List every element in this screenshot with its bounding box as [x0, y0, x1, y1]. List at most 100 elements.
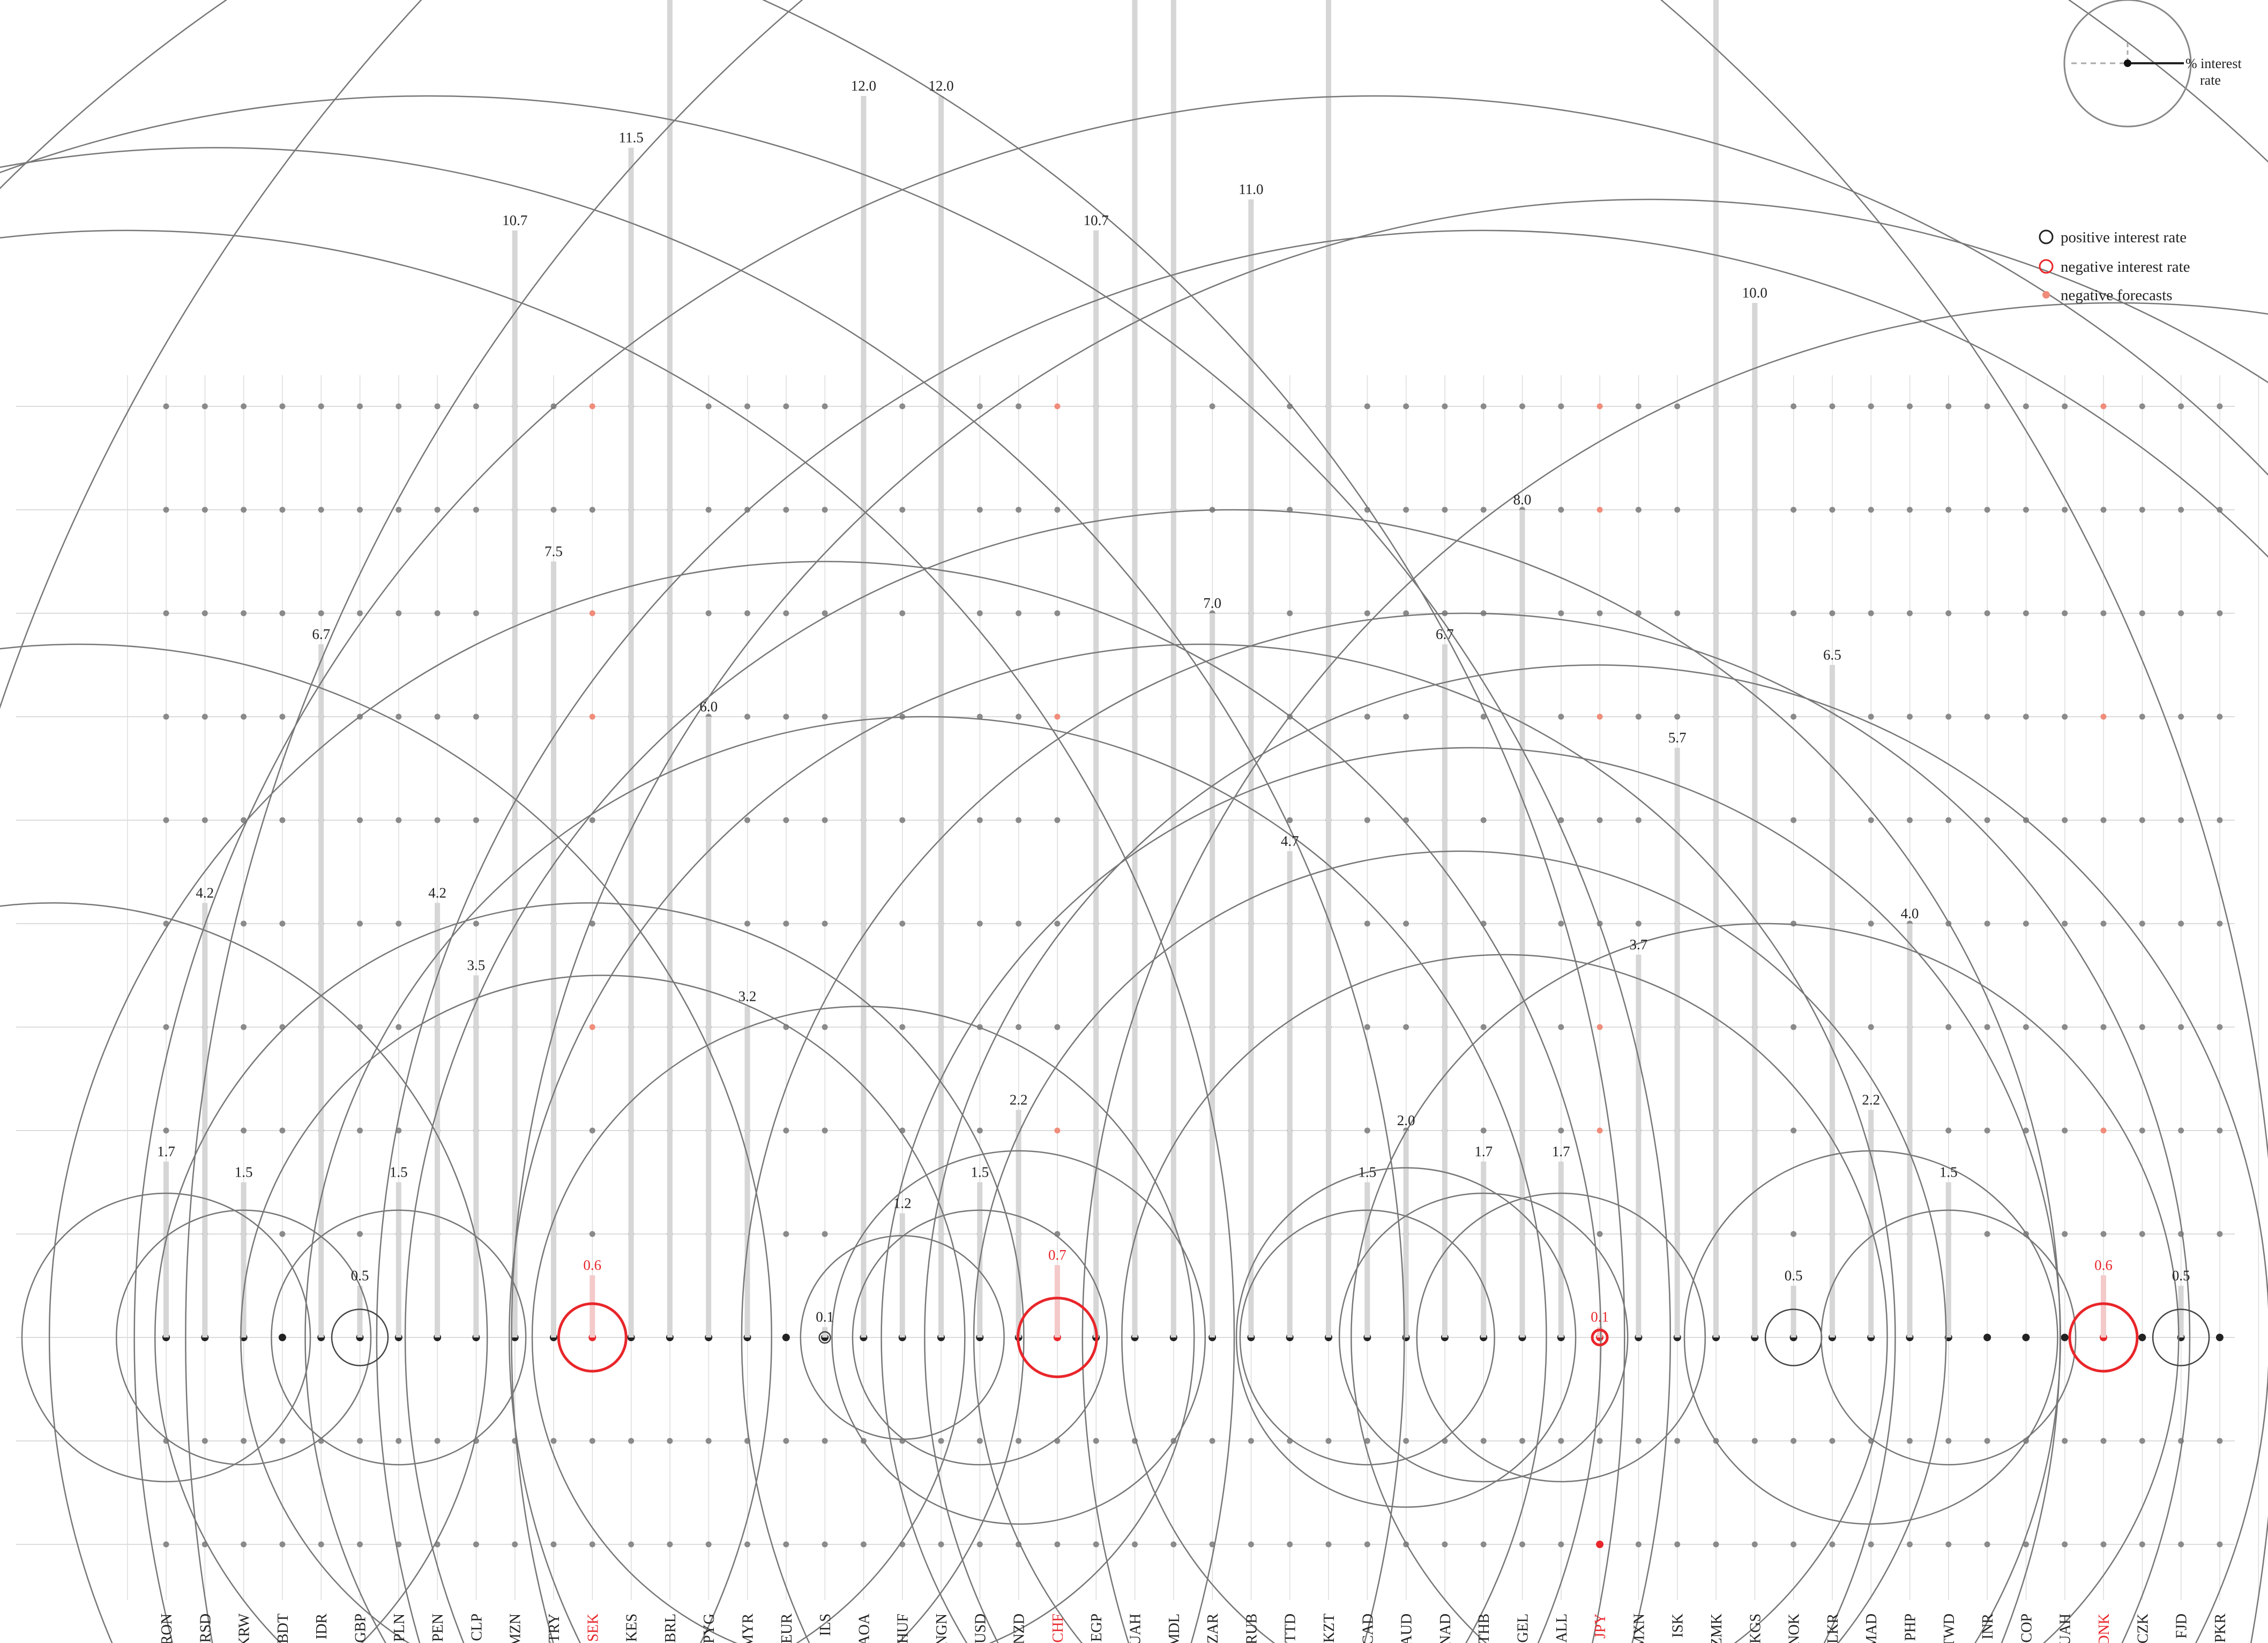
grid-dot	[1016, 713, 1022, 720]
grid-dot	[2023, 1127, 2029, 1134]
labels-layer: RON 1.7 RSD 4.2 KRW 1.5 BDT IDR 6.7 GBP 0.5 PLN 1.5 P…	[157, 78, 2229, 1643]
grid-dot	[589, 507, 595, 513]
grid-dot	[279, 610, 286, 616]
grid-dot	[1519, 1541, 1525, 1548]
grid-dot	[1829, 1541, 1836, 1548]
grid-dot	[2139, 1127, 2145, 1134]
grid-dot	[899, 1024, 906, 1030]
type-legend: positive interest rate negative interest…	[2039, 229, 2190, 304]
rate-circle-fjd	[2152, 1309, 2210, 1366]
grid-dot	[2100, 817, 2107, 823]
country-label-ils: ILS	[817, 1614, 834, 1636]
grid-dot	[357, 817, 363, 823]
grid-dot	[357, 1541, 363, 1548]
rate-arc-kzt	[185, 0, 804, 1643]
grid-dot	[783, 1231, 789, 1237]
grid-dot	[473, 507, 479, 513]
grid-dot	[589, 610, 595, 616]
rate-arc-kgs	[1082, 302, 2268, 1643]
grid-dot	[1016, 1438, 1022, 1444]
rate-arc-php	[1351, 923, 2180, 1643]
grid-dot	[1790, 817, 1797, 823]
grid-dot	[1790, 1127, 1797, 1134]
rate-arc-kes	[0, 147, 1405, 1643]
grid-dot	[1868, 713, 1874, 720]
rate-bar-pyg	[706, 717, 712, 1337]
country-label-pyg: PYG	[701, 1614, 718, 1643]
country-label-kgs: KGS	[1747, 1614, 1764, 1643]
grid-dot	[1790, 1024, 1797, 1030]
grid-dot	[1674, 1438, 1681, 1444]
rate-circle-usd	[852, 1209, 1108, 1466]
grid-dot	[822, 1127, 828, 1134]
rate-label-all: 1.7	[1552, 1143, 1570, 1159]
grid-dot	[2139, 920, 2145, 927]
grid-dot	[241, 507, 247, 513]
rate-circle-krw	[115, 1209, 372, 1466]
grid-dot	[318, 610, 324, 616]
grid-dot	[473, 713, 479, 720]
forecast-legend-label: negative forecasts	[2061, 287, 2173, 304]
grid-dot	[2217, 507, 2223, 513]
rate-label-mzn: 10.7	[502, 212, 527, 228]
grid-dot	[2023, 507, 2029, 513]
grid-dot	[318, 1541, 324, 1548]
grid-dot	[1480, 1024, 1487, 1030]
rate-bar-idr	[318, 644, 324, 1337]
rate-label-aud: 2.0	[1397, 1112, 1415, 1128]
rate-circle-ils	[818, 1331, 831, 1344]
grid-dot	[744, 713, 750, 720]
grid-dot	[1093, 1438, 1099, 1444]
grid-dot	[1635, 920, 1642, 927]
grid-dot	[628, 1438, 635, 1444]
grid-dot	[589, 1541, 595, 1548]
grid-dot	[1558, 1438, 1564, 1444]
grid-dot	[1325, 1541, 1332, 1548]
grid-dot	[1403, 713, 1409, 720]
rate-circle-twd	[1821, 1209, 2077, 1466]
grid-dot	[2217, 1541, 2223, 1548]
grid-dot	[396, 1024, 402, 1030]
rate-bar-pln	[396, 1182, 401, 1337]
rate-bar-aud	[1403, 1131, 1409, 1337]
grid-dot	[589, 713, 595, 720]
grid-dot	[667, 1438, 673, 1444]
rate-bar-zmk	[1713, 0, 1719, 1338]
grid-dot	[1790, 507, 1797, 513]
country-label-kzt: KZT	[1321, 1614, 1338, 1642]
grid-dot	[1596, 1024, 1603, 1030]
grid-dot	[1558, 713, 1564, 720]
rate-arc-isk	[881, 747, 2061, 1643]
rate-label-ngn: 12.0	[928, 78, 953, 94]
rate-circle-all	[1416, 1192, 1706, 1483]
rate-bar-php	[1907, 924, 1913, 1337]
grid-dot	[1364, 1438, 1370, 1444]
grid-dot	[2062, 1231, 2068, 1237]
grid-dot	[202, 1438, 208, 1444]
grid-dot	[899, 817, 906, 823]
country-label-mdl: MDL	[1166, 1614, 1183, 1643]
grid-dot	[1674, 507, 1681, 513]
grid-dot	[1984, 610, 1990, 616]
grid-dot	[279, 1541, 286, 1548]
rate-bar-egp	[1093, 230, 1099, 1338]
country-label-aoa: AOA	[856, 1613, 872, 1643]
country-label-nzd: NZD	[1011, 1614, 1028, 1643]
grid-dot	[1868, 1541, 1874, 1548]
grid-dot	[1907, 1541, 1913, 1548]
rate-circle-ron	[21, 1192, 311, 1483]
rate-arc-ngn	[134, 95, 2268, 1643]
size-key-legend: % interest rate	[2063, 0, 2242, 128]
grid-dot	[2100, 1541, 2107, 1548]
grid-dot	[396, 713, 402, 720]
grid-dot	[1054, 1024, 1061, 1030]
rate-bar-rub	[1248, 199, 1254, 1337]
grid-dot	[822, 1024, 828, 1030]
rate-arc-mzn	[0, 230, 1235, 1643]
grid-dot	[1907, 403, 1913, 410]
rate-arc-gel	[405, 509, 2061, 1643]
grid-dot	[976, 817, 983, 823]
country-label-inr: INR	[1980, 1614, 1996, 1640]
grid-dot	[2139, 713, 2145, 720]
rate-label-rsd: 4.2	[196, 884, 214, 901]
